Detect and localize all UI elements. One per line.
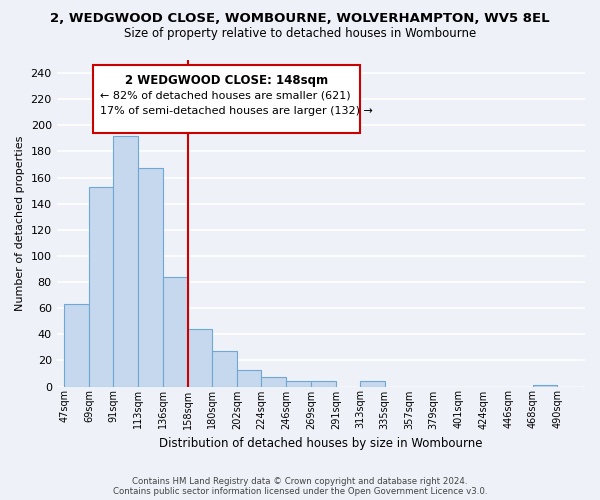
Text: Contains public sector information licensed under the Open Government Licence v3: Contains public sector information licen… (113, 487, 487, 496)
Bar (237, 370, 262, 386)
Text: 2 WEDGWOOD CLOSE: 148sqm: 2 WEDGWOOD CLOSE: 148sqm (125, 74, 328, 87)
Text: ← 82% of detached houses are smaller (621): ← 82% of detached houses are smaller (62… (100, 91, 351, 101)
Bar (533, 385, 557, 386)
Bar (163, 277, 188, 386)
Text: 2, WEDGWOOD CLOSE, WOMBOURNE, WOLVERHAMPTON, WV5 8EL: 2, WEDGWOOD CLOSE, WOMBOURNE, WOLVERHAMP… (50, 12, 550, 26)
X-axis label: Distribution of detached houses by size in Wombourne: Distribution of detached houses by size … (159, 437, 482, 450)
Text: Contains HM Land Registry data © Crown copyright and database right 2024.: Contains HM Land Registry data © Crown c… (132, 477, 468, 486)
Bar (138, 168, 163, 386)
Text: 17% of semi-detached houses are larger (132) →: 17% of semi-detached houses are larger (… (100, 106, 373, 116)
Bar (89, 186, 113, 386)
Bar (311, 382, 336, 386)
Bar (262, 378, 286, 386)
Bar (286, 382, 311, 386)
Bar (113, 136, 138, 386)
Text: Size of property relative to detached houses in Wombourne: Size of property relative to detached ho… (124, 28, 476, 40)
Bar (361, 382, 385, 386)
Bar (188, 329, 212, 386)
Y-axis label: Number of detached properties: Number of detached properties (15, 136, 25, 311)
Bar (212, 352, 237, 386)
Bar (64, 304, 89, 386)
